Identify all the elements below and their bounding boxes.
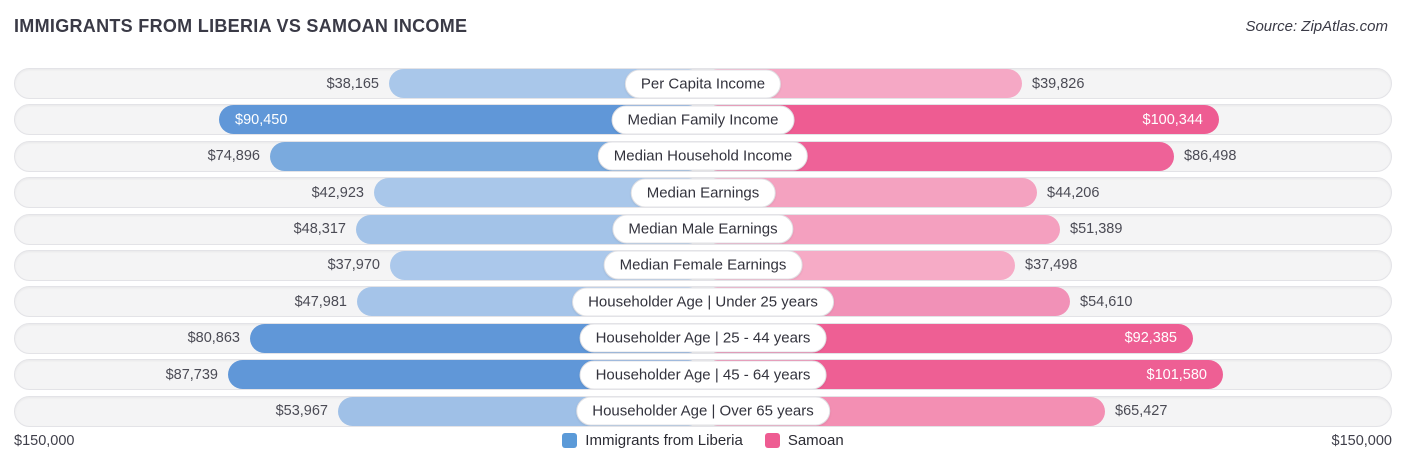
bar-track: $74,896 $86,498 Median Household Income bbox=[14, 140, 1392, 172]
bar-track: $37,970 $37,498 Median Female Earnings bbox=[14, 249, 1392, 281]
category-label: Householder Age | 25 - 44 years bbox=[579, 323, 827, 353]
legend-swatch-blue bbox=[562, 433, 578, 448]
chart-row: $90,450 $100,344 Median Family Income bbox=[14, 104, 1392, 136]
bar-track: $47,981 $54,610 Householder Age | Under 25… bbox=[14, 286, 1392, 318]
chart-row: $80,863 $92,385 Householder Age | 25 - 44 … bbox=[14, 322, 1392, 354]
category-label: Median Household Income bbox=[597, 141, 809, 171]
value-label-left: $90,450 bbox=[235, 111, 288, 128]
legend: Immigrants from Liberia Samoan bbox=[562, 432, 844, 449]
category-label: Householder Age | Over 65 years bbox=[576, 396, 830, 426]
value-label-left: $80,863 bbox=[187, 330, 240, 347]
legend-label-liberia: Immigrants from Liberia bbox=[585, 432, 743, 449]
bar-track: $53,967 $65,427 Householder Age | Over 65 … bbox=[14, 395, 1392, 427]
legend-item-samoan: Samoan bbox=[764, 432, 844, 449]
chart-title: IMMIGRANTS FROM LIBERIA VS SAMOAN INCOME bbox=[14, 16, 468, 36]
chart-row: $38,165 $39,826 Per Capita Income bbox=[14, 68, 1392, 99]
bar-chart-rows: $38,165 $39,826 Per Capita Income $90,450 $1… bbox=[14, 68, 1392, 432]
bar-track: $90,450 $100,344 Median Family Income bbox=[14, 104, 1392, 136]
category-label: Median Family Income bbox=[611, 105, 795, 135]
value-label-left: $38,165 bbox=[326, 75, 379, 92]
value-label-right: $39,826 bbox=[1032, 75, 1085, 92]
bar-track: $42,923 $44,206 Median Earnings bbox=[14, 177, 1392, 209]
bar-track: $38,165 $39,826 Per Capita Income bbox=[14, 68, 1392, 99]
category-label: Per Capita Income bbox=[624, 69, 782, 98]
value-label-right: $92,385 bbox=[1124, 330, 1177, 347]
value-label-right: $65,427 bbox=[1115, 403, 1168, 420]
chart-row: $53,967 $65,427 Householder Age | Over 65 … bbox=[14, 395, 1392, 427]
value-label-left: $47,981 bbox=[294, 293, 347, 310]
value-label-right: $44,206 bbox=[1047, 184, 1100, 201]
category-label: Householder Age | 45 - 64 years bbox=[579, 360, 827, 390]
chart-row: $42,923 $44,206 Median Earnings bbox=[14, 177, 1392, 209]
chart-row: $37,970 $37,498 Median Female Earnings bbox=[14, 249, 1392, 281]
axis-max-left: $150,000 bbox=[14, 432, 75, 449]
value-label-left: $42,923 bbox=[311, 184, 364, 201]
chart-header: IMMIGRANTS FROM LIBERIA VS SAMOAN INCOME… bbox=[0, 0, 1406, 37]
bar-track: $48,317 $51,389 Median Male Earnings bbox=[14, 213, 1392, 245]
value-label-right: $100,344 bbox=[1142, 111, 1203, 128]
category-label: Median Female Earnings bbox=[603, 250, 803, 280]
value-label-left: $37,970 bbox=[327, 257, 380, 274]
value-label-right: $86,498 bbox=[1184, 148, 1237, 165]
value-label-left: $53,967 bbox=[275, 403, 328, 420]
value-label-left: $48,317 bbox=[293, 221, 346, 238]
value-label-left: $87,739 bbox=[165, 366, 218, 383]
axis-max-right: $150,000 bbox=[1331, 432, 1392, 449]
chart-row: $74,896 $86,498 Median Household Income bbox=[14, 140, 1392, 172]
bar-track: $80,863 $92,385 Householder Age | 25 - 44 … bbox=[14, 322, 1392, 354]
legend-swatch-pink bbox=[764, 433, 780, 448]
chart-row: $47,981 $54,610 Householder Age | Under 25… bbox=[14, 286, 1392, 318]
category-label: Householder Age | Under 25 years bbox=[572, 287, 834, 317]
value-label-left: $74,896 bbox=[207, 148, 260, 165]
legend-item-liberia: Immigrants from Liberia bbox=[562, 432, 743, 449]
value-label-right: $51,389 bbox=[1070, 221, 1123, 238]
category-label: Median Male Earnings bbox=[612, 214, 794, 244]
source-credit: Source: ZipAtlas.com bbox=[1245, 18, 1388, 35]
chart-row: $87,739 $101,580 Householder Age | 45 - 64… bbox=[14, 359, 1392, 391]
value-label-right: $37,498 bbox=[1025, 257, 1078, 274]
value-label-right: $54,610 bbox=[1080, 293, 1133, 310]
category-label: Median Earnings bbox=[630, 178, 776, 208]
bar-track: $87,739 $101,580 Householder Age | 45 - 64… bbox=[14, 359, 1392, 391]
legend-label-samoan: Samoan bbox=[787, 432, 844, 449]
chart-row: $48,317 $51,389 Median Male Earnings bbox=[14, 213, 1392, 245]
value-label-right: $101,580 bbox=[1146, 366, 1207, 383]
chart-footer: $150,000 Immigrants from Liberia Samoan … bbox=[14, 432, 1392, 449]
